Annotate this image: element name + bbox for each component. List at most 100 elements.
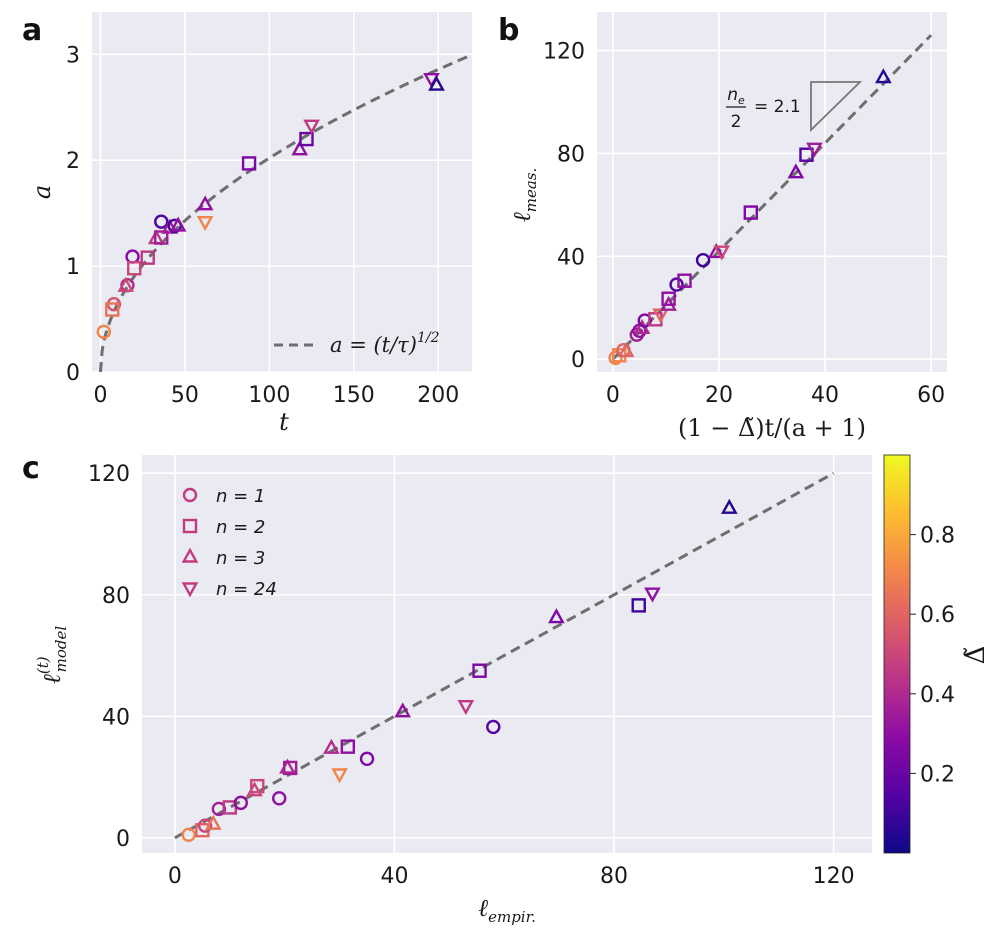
x-tick-label: 40 xyxy=(811,383,839,408)
panel-c-ylabel: ℓ(t)model xyxy=(34,626,70,684)
data-point xyxy=(96,324,112,339)
data-point xyxy=(787,163,805,179)
legend-label: n = 2 xyxy=(216,517,265,538)
data-point xyxy=(669,277,684,292)
colorbar-tick-label: 0.8 xyxy=(920,524,955,549)
x-tick-label: 120 xyxy=(813,864,855,889)
legend-marker xyxy=(182,518,198,534)
colorbar-gradient xyxy=(883,454,911,854)
data-point xyxy=(743,205,758,220)
x-tick-label: 40 xyxy=(380,864,408,889)
x-tick-label: 20 xyxy=(705,383,733,408)
data-point xyxy=(799,147,814,162)
data-point xyxy=(181,827,196,842)
fit-line xyxy=(174,471,835,840)
data-point xyxy=(105,302,120,317)
data-point xyxy=(457,699,475,716)
slope-triangle xyxy=(810,81,863,133)
slope-annotation: ne 2 = 2.1 xyxy=(726,81,863,133)
panel-a-background xyxy=(92,12,472,372)
data-point xyxy=(617,342,635,358)
slope-numerator: ne xyxy=(727,85,745,107)
data-point xyxy=(661,291,676,306)
data-point xyxy=(875,68,892,84)
data-point xyxy=(652,308,669,324)
slope-value: = 2.1 xyxy=(754,97,801,117)
data-point xyxy=(303,119,320,135)
x-tick-label: 0 xyxy=(168,864,182,889)
y-tick-label: 0 xyxy=(571,348,585,373)
data-point xyxy=(323,738,340,754)
colorbar-tick-label: 0.4 xyxy=(920,683,955,708)
panel-b-xlabel: (1 − Δ̃)t/(a + 1) xyxy=(678,414,866,442)
colorbar-tick-label: 0.2 xyxy=(920,762,955,787)
panel-a-fit-legend: a = (t/τ)1/2 xyxy=(274,330,440,357)
colorbar-tick-label: 0.6 xyxy=(920,603,955,628)
y-tick-label: 120 xyxy=(88,462,130,487)
panel-label-c: c xyxy=(22,451,40,486)
x-tick-label: 100 xyxy=(248,383,290,408)
y-tick-label: 80 xyxy=(102,584,130,609)
data-point xyxy=(196,195,214,211)
x-tick-label: 150 xyxy=(333,383,375,408)
data-point xyxy=(197,818,213,833)
y-tick-label: 80 xyxy=(557,142,585,167)
legend-marker xyxy=(181,582,199,598)
colorbar-label: Δ̃ xyxy=(961,646,991,665)
data-point xyxy=(486,719,501,735)
y-tick-label: 0 xyxy=(66,361,80,386)
y-tick-label: 40 xyxy=(557,245,585,270)
data-point xyxy=(169,216,187,232)
y-tick-label: 0 xyxy=(116,827,130,852)
data-point xyxy=(117,276,135,292)
x-tick-label: 50 xyxy=(171,383,199,408)
x-tick-label: 80 xyxy=(600,864,628,889)
data-point xyxy=(677,273,692,288)
data-point xyxy=(695,252,711,268)
data-point xyxy=(637,313,652,328)
data-point xyxy=(291,140,309,156)
data-point xyxy=(299,131,314,147)
panel-a-ylabel: a xyxy=(28,185,56,199)
data-point xyxy=(272,791,287,806)
data-point xyxy=(127,261,142,276)
panel-a-xlabel: t xyxy=(279,408,289,436)
data-point xyxy=(154,230,169,245)
data-point xyxy=(548,608,565,624)
x-tick-label: 0 xyxy=(606,383,620,408)
data-point xyxy=(250,778,265,794)
fit-line xyxy=(611,34,933,361)
data-point xyxy=(608,350,623,366)
y-tick-label: 2 xyxy=(66,149,80,174)
data-point xyxy=(205,814,222,830)
data-point xyxy=(282,760,298,776)
panel-a-plot: 0 50 100 150 200 0 1 2 3 t a a = (t/τ)1/2 xyxy=(28,12,473,436)
legend-label: n = 24 xyxy=(216,579,277,600)
data-point xyxy=(394,702,412,718)
panel-b-plot: 0 20 40 60 0 40 80 120 (1 − Δ̃)t/(a + 1) ℓmeas.… xyxy=(508,12,947,442)
legend-marker xyxy=(181,547,199,563)
legend-marker xyxy=(182,487,198,503)
data-point xyxy=(472,663,487,678)
data-point xyxy=(428,75,445,91)
data-point xyxy=(196,215,214,232)
y-tick-label: 120 xyxy=(543,40,585,65)
data-point xyxy=(140,250,155,265)
x-tick-label: 200 xyxy=(417,383,459,408)
y-tick-label: 1 xyxy=(66,255,80,280)
x-tick-label: 0 xyxy=(93,383,107,408)
data-point xyxy=(713,245,730,261)
data-point xyxy=(707,243,725,259)
y-tick-label: 40 xyxy=(102,705,130,730)
panel-label-a: a xyxy=(22,13,42,48)
data-point xyxy=(331,768,348,784)
legend-label: n = 3 xyxy=(216,548,265,569)
data-point xyxy=(806,142,823,158)
panel-c-plot: 0 40 80 120 0 40 80 120 ℓempir. ℓ(t)model n = 1… xyxy=(34,455,872,926)
legend-label: n = 1 xyxy=(216,486,265,507)
y-tick-label: 3 xyxy=(66,43,80,68)
fit-legend-label: a = (t/τ)1/2 xyxy=(330,330,440,357)
colorbar: 0.2 0.4 0.6 0.8 Δ̃ xyxy=(883,454,991,854)
x-tick-label: 60 xyxy=(917,383,945,408)
